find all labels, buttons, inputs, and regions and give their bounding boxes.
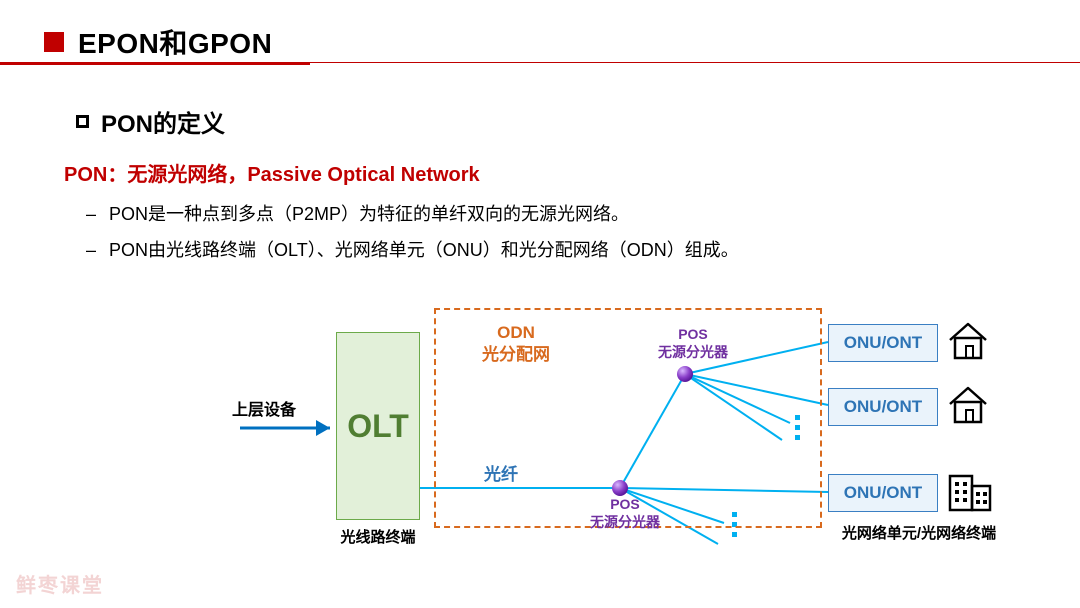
- pos-lower-line2: 无源分光器: [590, 514, 660, 530]
- slide: EPON和GPON PON的定义 PON：无源光网络，Passive Optic…: [0, 0, 1080, 608]
- building-icon: [946, 470, 994, 514]
- bullet-1-text: PON是一种点到多点（P2MP）为特征的单纤双向的无源光网络。: [109, 204, 629, 224]
- upstream-arrow: [240, 420, 330, 436]
- subhead-row: PON的定义: [76, 104, 225, 139]
- house-icon: [946, 320, 990, 362]
- pos-lower-line1: POS: [610, 496, 640, 512]
- upstream-label: 上层设备: [232, 396, 296, 420]
- pos-label-upper: POS 无源分光器: [648, 326, 738, 361]
- odn-label: ODN 光分配网: [456, 322, 576, 366]
- definition-line: PON：无源光网络，Passive Optical Network: [64, 158, 480, 187]
- page-title: EPON和GPON: [78, 22, 272, 62]
- olt-box: OLT: [336, 332, 420, 520]
- onu-3-label: ONU/ONT: [844, 483, 922, 503]
- onu-1-label: ONU/ONT: [844, 333, 922, 353]
- pos-upper-line2: 无源分光器: [658, 344, 728, 360]
- title-row: EPON和GPON: [44, 22, 272, 62]
- bullet-dash: –: [78, 240, 104, 261]
- onu-box-2: ONU/ONT: [828, 388, 938, 426]
- fiber-label: 光纤: [484, 460, 518, 485]
- bullet-2: – PON由光线路终端（OLT）、光网络单元（ONU）和光分配网络（ODN）组成…: [78, 236, 739, 262]
- bullet-2-text: PON由光线路终端（OLT）、光网络单元（ONU）和光分配网络（ODN）组成。: [109, 240, 739, 260]
- odn-label-line2: 光分配网: [482, 345, 550, 364]
- house-icon: [946, 384, 990, 426]
- onu-caption: 光网络单元/光网络终端: [824, 522, 1014, 543]
- onu-2-label: ONU/ONT: [844, 397, 922, 417]
- onu-box-1: ONU/ONT: [828, 324, 938, 362]
- olt-label: OLT: [347, 408, 409, 445]
- title-bullet-square: [44, 32, 64, 52]
- pos-label-lower: POS 无源分光器: [580, 496, 670, 531]
- title-underline-thick: [0, 62, 310, 65]
- pos-upper-line1: POS: [678, 326, 708, 342]
- watermark: 鲜枣课堂: [16, 569, 104, 598]
- onu-box-3: ONU/ONT: [828, 474, 938, 512]
- pon-diagram: 上层设备 OLT 光线路终端 ODN 光分配网 光纤 POS 无源分光器 POS…: [0, 300, 1080, 570]
- subhead-bullet-square: [76, 115, 89, 128]
- bullet-1: – PON是一种点到多点（P2MP）为特征的单纤双向的无源光网络。: [78, 200, 629, 226]
- olt-caption: 光线路终端: [332, 526, 424, 547]
- subhead-text: PON的定义: [101, 104, 225, 139]
- bullet-dash: –: [78, 204, 104, 225]
- odn-label-line1: ODN: [497, 323, 535, 342]
